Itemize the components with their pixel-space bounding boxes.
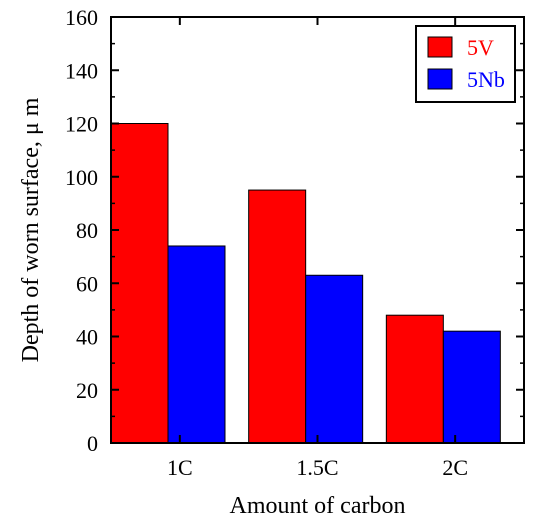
x-tick-label-1-5c: 1.5C [296,455,338,480]
y-tick-label-60: 60 [76,271,98,296]
x-tick-label-1c: 1C [167,455,193,480]
y-tick-label-140: 140 [65,58,98,83]
legend: 5V 5Nb [415,25,516,103]
y-tick-label-20: 20 [76,378,98,403]
legend-label-5v: 5V [467,35,494,60]
bar-5nb-1-5c [305,274,364,444]
y-tick-label-40: 40 [76,325,98,350]
x-axis-title: Amount of carbon [230,493,406,519]
plot-area-frame [110,16,525,444]
y-tick-label-80: 80 [76,218,98,243]
bar-5v-1c [110,123,169,444]
legend-swatch-5nb [427,68,453,90]
y-tick-label-0: 0 [87,431,98,456]
legend-swatch-5v [427,36,453,58]
y-tick-label-120: 120 [65,112,98,137]
bars-layer [110,123,501,444]
ticks-layer: 0 20 40 60 80 100 120 140 160 1C 1.5C 2C [65,5,524,480]
bar-5nb-1c [167,245,226,444]
bar-5nb-2c [442,330,501,444]
legend-label-5nb: 5Nb [467,67,505,92]
y-axis-title: Depth of worn surface, μ m [18,97,44,362]
bar-5v-1-5c [248,189,307,444]
bar-5v-2c [385,314,444,444]
y-tick-label-160: 160 [65,5,98,30]
x-tick-label-2c: 2C [442,455,468,480]
y-tick-label-100: 100 [65,165,98,190]
